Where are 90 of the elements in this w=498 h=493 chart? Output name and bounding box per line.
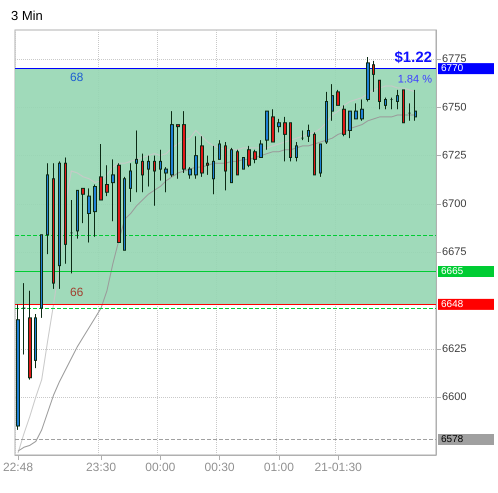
candlestick bbox=[105, 164, 109, 197]
x-tick-label: 22:48 bbox=[2, 460, 34, 474]
candlestick bbox=[360, 99, 364, 122]
y-tick-label: 6775 bbox=[442, 52, 466, 65]
candlestick bbox=[242, 157, 245, 170]
candlestick bbox=[301, 130, 304, 141]
y-tick-label: 6725 bbox=[442, 150, 466, 162]
ref-line-label: 6578 bbox=[441, 434, 464, 446]
candlestick bbox=[319, 143, 322, 178]
y-tick-label: 6675 bbox=[442, 246, 466, 258]
candlestick bbox=[336, 89, 340, 106]
candlestick bbox=[402, 89, 405, 124]
candlestick bbox=[378, 80, 381, 110]
candlestick bbox=[176, 124, 180, 180]
candlestick bbox=[16, 304, 20, 430]
candlestick bbox=[295, 142, 298, 162]
candlestick bbox=[170, 110, 174, 178]
candlestick bbox=[354, 102, 358, 120]
candlestick bbox=[348, 110, 352, 139]
candlestick bbox=[87, 188, 91, 243]
candlestick bbox=[289, 122, 292, 162]
candlestick bbox=[76, 190, 79, 240]
candlestick bbox=[111, 158, 115, 222]
candlestick bbox=[135, 130, 138, 193]
candlestick bbox=[247, 145, 251, 168]
candlestick bbox=[81, 188, 85, 224]
candlestick bbox=[117, 162, 121, 243]
candlestick bbox=[212, 145, 215, 195]
candlestick bbox=[331, 84, 334, 122]
candlestick bbox=[206, 155, 209, 176]
x-tick-label: 00:30 bbox=[204, 460, 235, 474]
candlestick bbox=[224, 142, 227, 191]
candlestick bbox=[141, 153, 144, 193]
candlestick bbox=[218, 140, 221, 160]
candlestick bbox=[259, 140, 263, 158]
candlestick bbox=[414, 89, 417, 122]
y-tick-label: 6600 bbox=[442, 391, 466, 404]
candlestick bbox=[159, 149, 162, 182]
candlestick bbox=[64, 157, 67, 264]
candlestick bbox=[147, 155, 150, 187]
ref-line-label: 6648 bbox=[441, 298, 464, 310]
candlestick bbox=[70, 200, 73, 274]
candlestick bbox=[277, 118, 281, 133]
candlestick bbox=[390, 97, 393, 110]
candlestick bbox=[153, 155, 156, 206]
candlestick bbox=[313, 132, 316, 176]
annotation: 66 bbox=[70, 285, 84, 299]
candlestick bbox=[366, 56, 370, 102]
candlestick bbox=[93, 184, 97, 238]
candlestick bbox=[188, 166, 192, 180]
candlestick bbox=[194, 136, 198, 180]
candlestick bbox=[384, 97, 387, 110]
candlestick bbox=[230, 147, 233, 184]
candlestick bbox=[46, 162, 49, 255]
x-tick-label: 01:00 bbox=[264, 460, 294, 474]
candlestick bbox=[396, 89, 399, 110]
candlestick bbox=[253, 149, 257, 164]
candlestick bbox=[40, 234, 43, 318]
x-tick-label: 21-01:30 bbox=[314, 460, 362, 474]
y-tick-label: 6625 bbox=[442, 342, 466, 355]
candlestick bbox=[34, 313, 37, 369]
y-tick-label: 6750 bbox=[442, 101, 466, 114]
candlestick bbox=[58, 160, 61, 290]
y-tick-label: 6700 bbox=[442, 198, 466, 210]
candlestick bbox=[408, 102, 411, 122]
candlestick bbox=[307, 124, 310, 143]
candlestick bbox=[28, 290, 32, 380]
candlestick bbox=[99, 143, 103, 200]
candlestick bbox=[372, 60, 375, 92]
candlestick bbox=[325, 91, 328, 144]
annotation: 68 bbox=[70, 70, 84, 84]
candlestick bbox=[164, 166, 168, 193]
annotation: 1.84 % bbox=[398, 74, 432, 86]
candlestick bbox=[342, 104, 346, 137]
candlestick bbox=[52, 162, 55, 290]
annotation: $1.22 bbox=[394, 49, 432, 66]
candlestick bbox=[283, 116, 287, 162]
candlestick bbox=[200, 136, 204, 178]
ref-line-label: 6770 bbox=[441, 63, 464, 74]
candlestick bbox=[271, 108, 275, 143]
x-tick-label: 23:30 bbox=[86, 460, 116, 474]
candlestick bbox=[265, 110, 269, 150]
ref-line-label: 6665 bbox=[441, 266, 464, 277]
candlestick bbox=[123, 176, 126, 251]
candlestick bbox=[236, 149, 239, 176]
candlestick bbox=[182, 110, 186, 174]
x-tick-label: 00:00 bbox=[145, 460, 176, 474]
candlestick bbox=[22, 282, 26, 356]
candlestick bbox=[129, 162, 132, 202]
chart-title: 3 Min bbox=[11, 8, 43, 23]
